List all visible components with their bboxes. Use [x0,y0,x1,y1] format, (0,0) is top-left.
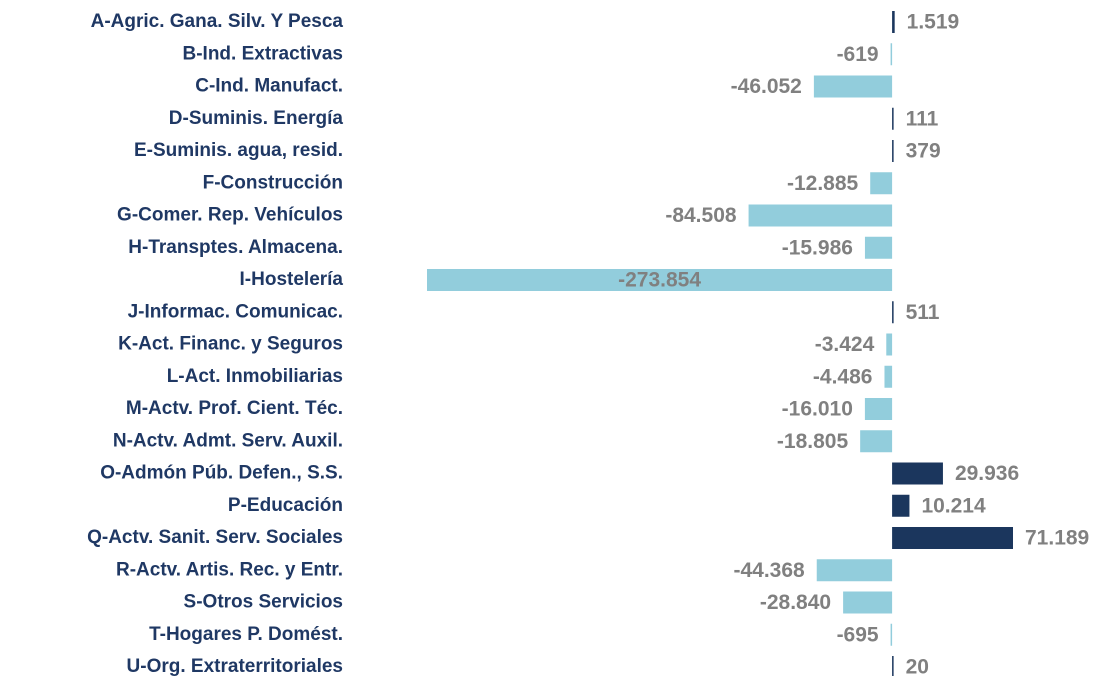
bar [748,204,893,227]
category-label: R-Actv. Artis. Rec. y Entr. [116,559,343,580]
value-label: -44.368 [734,559,806,582]
category-label: M-Actv. Prof. Cient. Téc. [126,398,343,419]
bar [892,11,895,33]
bar [886,333,893,356]
bar [892,462,943,485]
value-label: 111 [906,107,939,130]
category-label: A-Agric. Gana. Silv. Y Pesca [91,11,344,32]
value-label: 71.189 [1025,527,1089,550]
category-label: F-Construcción [203,172,343,193]
category-label: P-Educación [228,495,343,516]
bar [864,398,893,420]
category-label: D-Suminis. Energía [169,108,344,129]
category-label: G-Comer. Rep. Vehículos [117,205,343,226]
category-label: U-Org. Extraterritoriales [127,656,343,676]
bar [890,43,893,66]
category-label: B-Ind. Extractivas [183,43,344,64]
category-label: H-Transptes. Almacena. [128,237,343,258]
bar [892,107,894,130]
category-label: C-Ind. Manufact. [195,76,343,97]
value-label: 379 [906,140,941,163]
value-label: -18.805 [777,430,849,453]
bar [860,430,893,453]
value-label: -46.052 [731,75,802,98]
category-label: J-Informac. Comunicac. [128,301,343,322]
value-label: -28.840 [760,591,831,614]
bar [813,75,893,98]
bar [884,365,893,388]
value-label: 20 [906,656,929,676]
value-label: -273.854 [618,269,701,292]
category-label: Q-Actv. Sanit. Serv. Sociales [87,527,343,548]
category-label: N-Actv. Admt. Serv. Auxil. [113,430,343,451]
value-label: -16.010 [782,398,853,421]
value-label: -12.885 [787,172,859,195]
value-label: 511 [906,301,940,324]
bar [892,140,894,162]
category-label: K-Act. Financ. y Seguros [118,334,343,355]
bar [816,559,893,582]
bar [892,494,910,517]
value-label: -619 [837,43,879,66]
value-label: 1.519 [907,11,960,34]
bar [870,172,893,195]
category-label: O-Admón Púb. Defen., S.S. [100,463,343,484]
value-label: 29.936 [955,462,1019,485]
value-label: -84.508 [665,204,737,227]
category-label: E-Suminis. agua, resid. [134,140,343,161]
bar [843,591,893,614]
category-label: S-Otros Servicios [184,592,343,613]
bar [892,301,894,324]
category-label: I-Hostelería [240,269,344,290]
category-label: T-Hogares P. Domést. [149,624,343,645]
category-label: L-Act. Inmobiliarias [167,366,343,387]
value-label: -3.424 [815,333,875,356]
bar [892,656,894,676]
bar [427,269,893,291]
value-label: 10.214 [921,494,986,517]
bar [864,236,893,259]
value-label: -695 [837,623,879,646]
bar [892,527,1013,549]
value-label: -15.986 [782,236,853,259]
value-label: -4.486 [813,365,873,388]
bar [890,623,893,646]
